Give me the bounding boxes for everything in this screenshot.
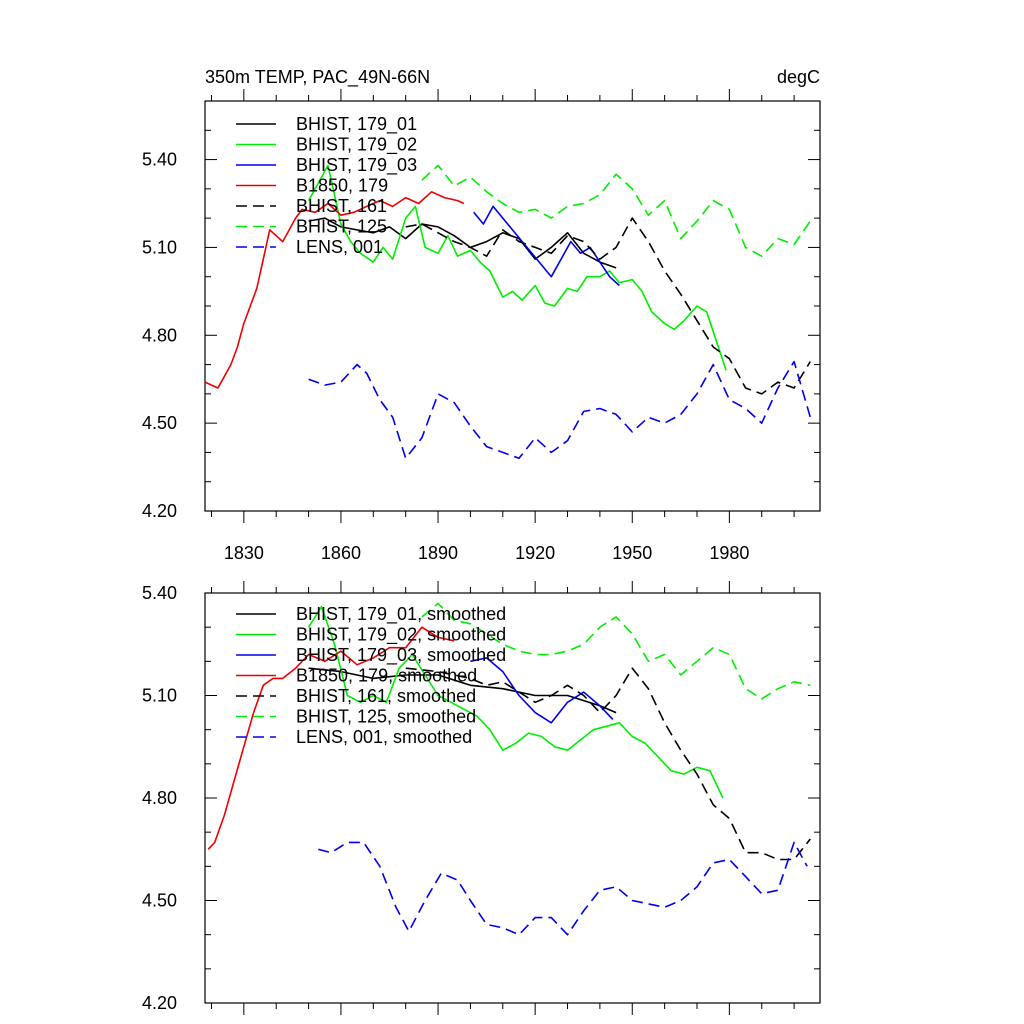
legend-label: BHIST, 161, smoothed [296, 686, 476, 706]
legend-label: B1850, 179 [296, 176, 388, 196]
series-line-3 [207, 626, 455, 850]
legend-label: BHIST, 179_01, smoothed [296, 604, 506, 625]
series-line-1 [307, 605, 724, 799]
legend-label: BHIST, 179_03 [296, 155, 417, 176]
series-line-6 [318, 841, 808, 936]
series-line-4 [405, 667, 811, 861]
y-tick-label: 5.40 [142, 583, 177, 603]
y-tick-label: 4.50 [142, 891, 177, 911]
y-tick-label: 5.40 [142, 150, 177, 170]
series-line-1 [307, 164, 727, 371]
legend-label: BHIST, 179_03, smoothed [296, 645, 506, 666]
legend-label: BHIST, 161 [296, 196, 387, 216]
series-line-3 [205, 191, 465, 389]
legend-label: BHIST, 179_02 [296, 135, 417, 156]
x-tick-label: 1980 [709, 543, 749, 563]
legend-label: B1850, 179, smoothed [296, 666, 477, 686]
legend-label: LENS, 001, smoothed [296, 727, 472, 747]
y-tick-label: 5.10 [142, 237, 177, 257]
x-tick-label: 1890 [418, 543, 458, 563]
series-line-4 [405, 217, 811, 395]
x-tick-label: 1830 [224, 543, 264, 563]
x-tick-label: 1950 [612, 543, 652, 563]
series-line-2 [473, 205, 620, 287]
top-panel: 350m TEMP, PAC_49N-66N degC 1830 1860 1890… [142, 67, 821, 563]
x-tick-label: 1860 [321, 543, 361, 563]
chart-title-units: degC [777, 67, 820, 87]
legend-label: BHIST, 179_02, smoothed [296, 625, 506, 646]
series-line-2 [470, 657, 614, 724]
legend-label: BHIST, 179_01 [296, 114, 417, 135]
legend-label: BHIST, 125 [296, 217, 387, 237]
y-tick-label: 5.10 [142, 686, 177, 706]
y-tick-label: 4.50 [142, 413, 177, 433]
legend-label: BHIST, 125, smoothed [296, 707, 476, 727]
series-line-6 [308, 360, 812, 460]
y-tick-label: 4.80 [142, 325, 177, 345]
series-line-5 [421, 602, 811, 700]
legend-label: LENS, 001 [296, 237, 383, 257]
series-line-5 [421, 164, 811, 258]
y-tick-label: 4.20 [142, 501, 177, 521]
chart-title-left: 350m TEMP, PAC_49N-66N [205, 67, 430, 88]
x-tick-label: 1920 [515, 543, 555, 563]
series-line-0 [308, 667, 617, 714]
series-line-0 [308, 217, 617, 269]
y-tick-label: 4.20 [142, 993, 177, 1013]
y-tick-label: 4.80 [142, 788, 177, 808]
bottom-panel: 4.20 4.50 4.80 5.10 5.40 BHIST, 179_01, smoot… [142, 581, 821, 1015]
